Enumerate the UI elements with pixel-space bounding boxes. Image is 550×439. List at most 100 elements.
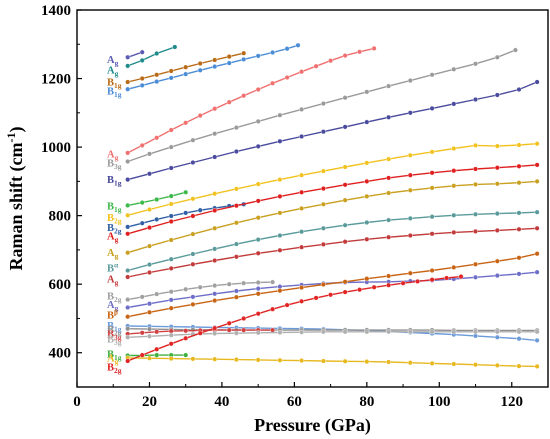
series-label-layer: AgAgB1gB1gAgB3gB1gB1gB2gB2gAgAgBαAgB2gAg… bbox=[107, 55, 122, 375]
data-point bbox=[473, 181, 479, 187]
data-point bbox=[139, 294, 145, 300]
data-point bbox=[364, 178, 370, 184]
data-point bbox=[168, 193, 174, 199]
data-point bbox=[146, 206, 152, 212]
data-point bbox=[233, 125, 239, 131]
series-label-main: B bbox=[107, 335, 114, 346]
series-label-main: B bbox=[107, 202, 114, 213]
data-point bbox=[255, 86, 261, 92]
series-label: B3g bbox=[107, 159, 122, 172]
data-point bbox=[233, 254, 239, 260]
data-point bbox=[233, 148, 239, 154]
x-tick-label: 60 bbox=[287, 394, 302, 410]
series-label-main: B bbox=[107, 264, 114, 275]
data-point bbox=[226, 60, 232, 66]
data-point bbox=[255, 53, 261, 59]
series-6 bbox=[125, 79, 540, 183]
series-label-main: B bbox=[107, 223, 114, 234]
data-point bbox=[270, 279, 276, 285]
series-line bbox=[127, 227, 538, 278]
series-label-subscript: g bbox=[115, 153, 119, 162]
series-label-subscript: 1g bbox=[114, 81, 122, 90]
series-label-main: B bbox=[107, 325, 114, 336]
data-point bbox=[190, 231, 196, 237]
series-5 bbox=[125, 47, 518, 164]
data-point bbox=[299, 205, 305, 211]
series-label-main: B bbox=[107, 329, 114, 340]
series-label: Ag bbox=[107, 353, 119, 366]
data-point bbox=[139, 49, 145, 55]
data-point bbox=[190, 137, 196, 143]
data-point bbox=[451, 229, 457, 235]
data-point bbox=[125, 305, 131, 311]
data-point bbox=[241, 93, 247, 99]
data-point bbox=[494, 165, 500, 171]
data-point bbox=[226, 54, 232, 60]
data-point bbox=[342, 279, 348, 285]
data-point bbox=[342, 164, 348, 170]
data-point bbox=[342, 95, 348, 101]
series-label: Bβ bbox=[107, 308, 118, 322]
data-point bbox=[534, 329, 540, 335]
data-point bbox=[212, 106, 218, 112]
data-point bbox=[342, 124, 348, 130]
data-point bbox=[168, 218, 174, 224]
series-label-subscript: 2g bbox=[114, 366, 122, 375]
data-point bbox=[168, 68, 174, 74]
series-label-main: B bbox=[107, 311, 114, 322]
data-point bbox=[320, 241, 326, 247]
data-point bbox=[233, 220, 239, 226]
data-point bbox=[277, 247, 283, 253]
data-point bbox=[168, 265, 174, 271]
data-point bbox=[364, 236, 370, 242]
series-label-subscript: 2g bbox=[114, 328, 122, 337]
data-point bbox=[183, 286, 189, 292]
data-point bbox=[125, 86, 131, 92]
data-point bbox=[429, 268, 435, 274]
data-point bbox=[299, 244, 305, 250]
data-point bbox=[473, 61, 479, 67]
data-point bbox=[407, 110, 413, 116]
data-point bbox=[407, 215, 413, 221]
data-point bbox=[139, 82, 145, 88]
data-point bbox=[277, 357, 283, 363]
data-point bbox=[233, 288, 239, 294]
data-point bbox=[494, 362, 500, 368]
data-point bbox=[415, 278, 421, 284]
series-label-main: B bbox=[107, 292, 114, 303]
series-label: B2g bbox=[107, 213, 122, 226]
series-10 bbox=[125, 162, 540, 237]
data-point bbox=[168, 305, 174, 311]
series-label-subscript: g bbox=[115, 304, 119, 313]
data-point bbox=[125, 314, 131, 320]
data-point bbox=[154, 196, 160, 202]
tick-layer: 0 20 40 60 80 100 120 400 600 800 1000 1200 1400 bbox=[41, 3, 549, 410]
data-point bbox=[212, 64, 218, 70]
data-point bbox=[255, 280, 261, 286]
data-point bbox=[429, 149, 435, 155]
data-point bbox=[386, 329, 392, 335]
data-point bbox=[125, 334, 131, 340]
data-point bbox=[342, 53, 348, 59]
data-point bbox=[190, 356, 196, 362]
data-point bbox=[146, 225, 152, 231]
x-tick-label: 40 bbox=[214, 394, 229, 410]
series-line bbox=[127, 81, 538, 181]
data-point bbox=[125, 212, 131, 218]
data-point bbox=[429, 170, 435, 176]
data-point bbox=[328, 292, 334, 298]
data-point bbox=[429, 277, 435, 283]
data-point bbox=[139, 352, 145, 358]
data-point bbox=[386, 234, 392, 240]
y-axis-title-close: ) bbox=[6, 127, 27, 133]
series-label-main: A bbox=[107, 66, 115, 77]
data-point bbox=[451, 168, 457, 174]
data-point bbox=[284, 74, 290, 80]
data-point bbox=[473, 142, 479, 148]
data-point bbox=[494, 54, 500, 60]
series-line bbox=[127, 47, 375, 154]
data-point bbox=[233, 357, 239, 363]
series-label: B1g bbox=[107, 202, 122, 215]
data-point bbox=[451, 329, 457, 335]
